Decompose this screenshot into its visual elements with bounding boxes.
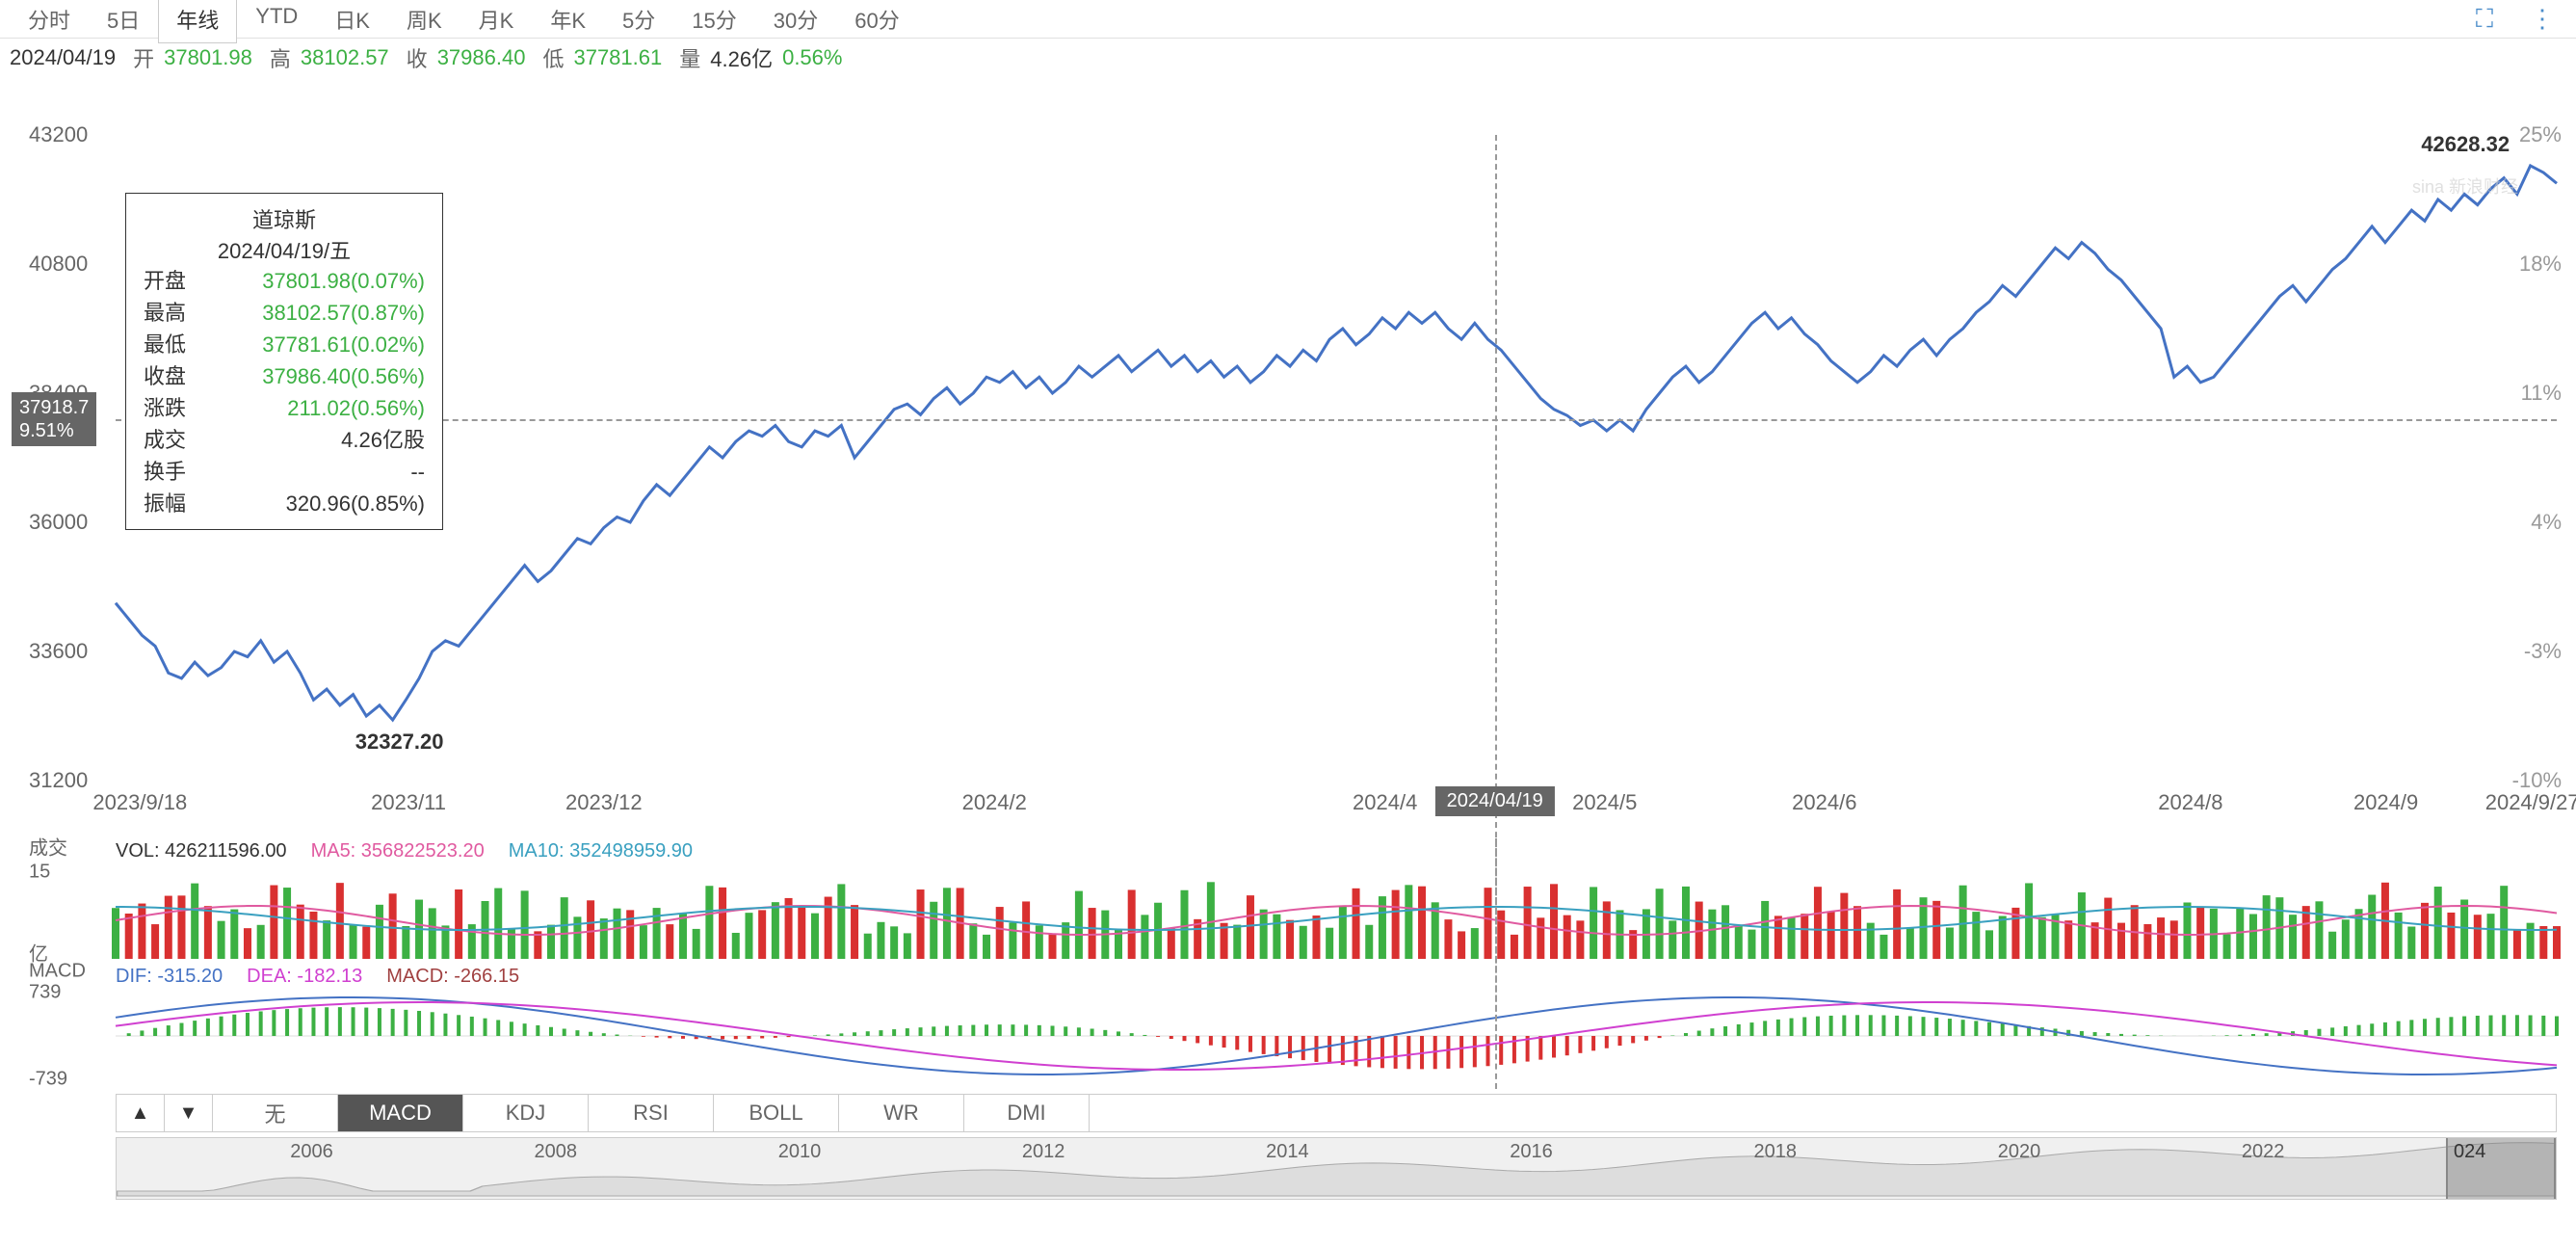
watermark: sina 新浪财经 [2412,173,2518,199]
time-tab-分时[interactable]: 分时 [10,0,89,43]
timeline-sel-label: 024 [2454,1141,2485,1163]
tooltip-row: 涨跌211.02(0.56%) [144,392,425,424]
time-tab-月K[interactable]: 月K [460,0,533,43]
macd-panel: MACD 739 -739 DIF: -315.20DEA: -182.13MA… [0,964,2576,1089]
crosshair-x-badge: 2024/04/19 [1435,786,1555,816]
timeline-year: 2006 [290,1141,333,1163]
time-tab-30分[interactable]: 30分 [755,0,836,43]
y-tick: 31200 [29,768,88,793]
timeline-year: 2018 [1754,1141,1798,1163]
x-tick: 2023/9/18 [92,790,187,815]
high-label: 高 [270,42,291,73]
tooltip-row: 换手-- [144,456,425,488]
x-tick: 2024/5 [1572,790,1637,815]
time-tab-60分[interactable]: 60分 [836,0,917,43]
volume-value: 4.26亿 [710,42,773,73]
pct-tick: 4% [2531,510,2562,535]
x-tick: 2024/2 [962,790,1027,815]
time-tab-日K[interactable]: 日K [316,0,388,43]
pct-tick: 18% [2519,252,2562,277]
indicator-tab-无[interactable]: 无 [213,1095,338,1131]
crosshair-y-badge: 37918.7 9.51% [12,392,96,446]
crosshair-y-value: 37918.7 [19,396,89,419]
toolbar: 分时5日年线YTD日K周K月K年K5分15分30分60分 ⛶ ⋮ [0,0,2576,39]
y-tick: 43200 [29,122,88,147]
high-value: 38102.57 [301,45,389,70]
x-tick: 2024/9 [2353,790,2418,815]
timeline-year: 2012 [1022,1141,1065,1163]
ohlc-date: 2024/04/19 [10,45,116,70]
timeline-year: 2010 [778,1141,822,1163]
time-tab-5日[interactable]: 5日 [89,0,158,43]
timeline-year: 2014 [1266,1141,1309,1163]
pct-tick: 25% [2519,122,2562,147]
tooltip-row: 振幅320.96(0.85%) [144,488,425,519]
low-value: 37781.61 [573,45,662,70]
timeline-panel[interactable]: 2006 2008 2010 2012 2014 2016 2018 2020 2022 024 [116,1137,2557,1200]
ohlc-bar: 2024/04/19 开 37801.98 高 38102.57 收 37986… [0,39,2576,77]
indicator-bar: ▲ ▼ 无MACDKDJRSIBOLLWRDMI [116,1094,2557,1132]
tooltip-date: 2024/04/19/五 [144,234,425,265]
x-tick: 2024/8 [2158,790,2222,815]
indicator-tab-DMI[interactable]: DMI [964,1095,1090,1131]
indicator-tab-BOLL[interactable]: BOLL [714,1095,839,1131]
indicator-tab-WR[interactable]: WR [839,1095,964,1131]
menu-icon[interactable]: ⋮ [2528,5,2557,34]
pct-value: 0.56% [782,45,842,70]
tooltip-title: 道琼斯 [144,203,425,234]
pct-tick: 11% [2521,381,2562,406]
open-label: 开 [133,42,154,73]
time-tab-15分[interactable]: 15分 [673,0,754,43]
price-low-label: 32327.20 [355,730,444,755]
indicator-tab-KDJ[interactable]: KDJ [463,1095,589,1131]
timeline-year: 2008 [535,1141,578,1163]
tooltip-row: 最高38102.57(0.87%) [144,297,425,329]
y-tick: 40800 [29,252,88,277]
time-tab-周K[interactable]: 周K [388,0,460,43]
x-tick: 2023/12 [565,790,643,815]
indicator-tab-RSI[interactable]: RSI [589,1095,714,1131]
close-value: 37986.40 [437,45,526,70]
fullscreen-icon[interactable]: ⛶ [2470,5,2499,34]
indicator-down-button[interactable]: ▼ [165,1095,213,1131]
time-tab-年K[interactable]: 年K [532,0,604,43]
timeline-selection[interactable]: 024 [2446,1138,2556,1199]
price-chart[interactable]: 312003360036000384004080043200 25%18%11%… [0,77,2576,829]
crosshair-line-h [116,419,2557,421]
price-high-label: 42628.32 [2421,132,2510,157]
volume-panel: 成交 15 亿 VOL: 426211596.00MA5: 356822523.… [0,838,2576,964]
open-value: 37801.98 [164,45,252,70]
indicator-tab-MACD[interactable]: MACD [338,1095,463,1131]
tooltip-row: 最低37781.61(0.02%) [144,329,425,360]
tooltip-row: 成交4.26亿股 [144,424,425,456]
time-tabs: 分时5日年线YTD日K周K月K年K5分15分30分60分 [10,0,918,43]
y-tick: 36000 [29,510,88,535]
toolbar-right: ⛶ ⋮ [2470,5,2557,34]
x-tick: 2024/4 [1353,790,1417,815]
pct-tick: -3% [2524,639,2562,664]
time-tab-5分[interactable]: 5分 [604,0,673,43]
low-label: 低 [542,42,564,73]
timeline-year: 2020 [1998,1141,2041,1163]
x-tick: 2023/11 [371,790,446,815]
time-tab-YTD[interactable]: YTD [237,0,316,43]
tooltip-row: 开盘37801.98(0.07%) [144,265,425,297]
volume-label: 量 [679,42,700,73]
timeline-year: 2022 [2242,1141,2285,1163]
indicator-up-button[interactable]: ▲ [117,1095,165,1131]
close-label: 收 [407,42,428,73]
timeline-year: 2016 [1510,1141,1553,1163]
tooltip-box: 道琼斯 2024/04/19/五 开盘37801.98(0.07%)最高3810… [125,193,443,530]
time-tab-年线[interactable]: 年线 [158,0,237,43]
y-tick: 33600 [29,639,88,664]
x-tick: 2024/6 [1792,790,1856,815]
x-tick: 2024/9/27 [2485,790,2576,815]
crosshair-y-pct: 9.51% [19,419,89,442]
tooltip-row: 收盘37986.40(0.56%) [144,360,425,392]
